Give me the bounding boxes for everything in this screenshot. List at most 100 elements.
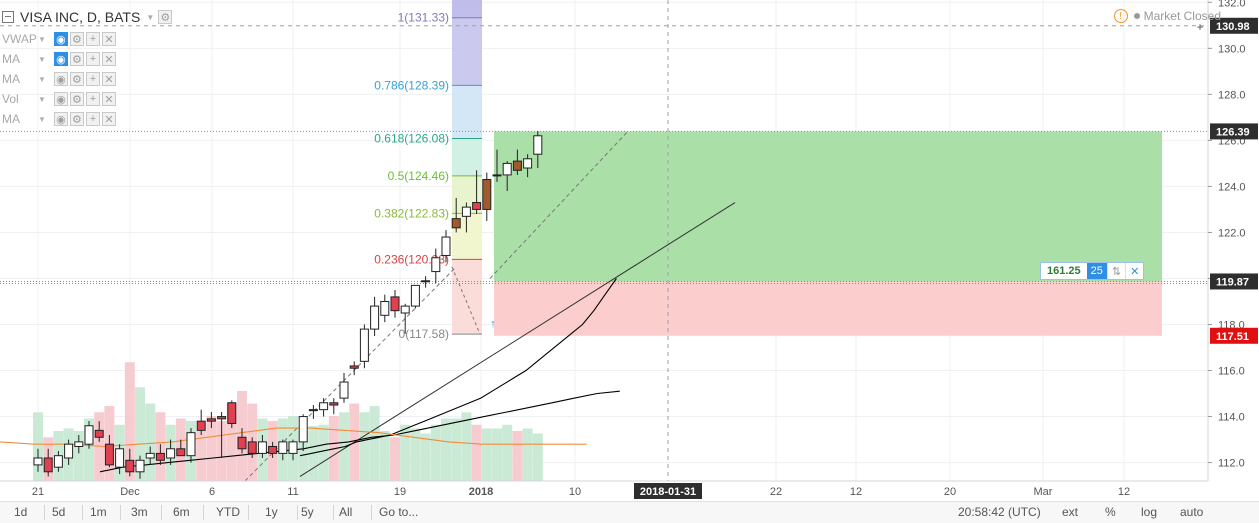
time-tick-label: Mar	[1034, 486, 1053, 498]
timeframe-1m[interactable]: 1m	[90, 505, 107, 519]
go-to-date-button[interactable]: Go to...	[379, 505, 419, 519]
candle-body	[196, 420, 206, 431]
position-quantity[interactable]: 25	[1086, 263, 1107, 279]
chevron-down-icon[interactable]: ▼	[38, 34, 46, 44]
crosshair-price-label-bg	[1210, 17, 1258, 34]
timeframe-1y[interactable]: 1y	[265, 505, 278, 519]
position-widget[interactable]: 161.25 25 ⇅ ✕	[1040, 262, 1145, 280]
chevron-down-icon[interactable]: ▼	[146, 12, 155, 22]
settings-gear-icon[interactable]: ⚙	[69, 112, 84, 126]
warning-icon[interactable]: !	[1113, 9, 1128, 23]
buy-arrow-icon: ↑	[490, 318, 496, 330]
reverse-icon[interactable]: ⇅	[1106, 263, 1125, 279]
fib-band	[452, 17, 482, 86]
time-tick-label: 10	[569, 486, 581, 498]
volume-bar	[298, 431, 309, 481]
volume-bar	[73, 431, 84, 481]
candle-body	[247, 441, 257, 454]
fib-level-label: 0.382(122.83)	[374, 206, 449, 220]
settings-gear-icon[interactable]: ⚙	[69, 52, 84, 66]
volume-bar	[145, 403, 156, 481]
add-icon[interactable]: +	[85, 112, 100, 126]
candle-body	[145, 452, 155, 459]
settings-gear-icon[interactable]: ⚙	[69, 72, 84, 86]
last-price-label-bg	[1210, 123, 1258, 140]
position-pnl: 161.25	[1047, 265, 1081, 277]
eye-icon[interactable]: ◉	[53, 52, 68, 66]
settings-gear-icon[interactable]: ⚙	[69, 92, 84, 106]
eye-icon[interactable]: ◉	[53, 32, 68, 46]
percent-scale-toggle[interactable]: %	[1105, 505, 1116, 519]
timeframe-5y[interactable]: 5y	[301, 505, 314, 519]
indicator-row[interactable]: Vol ▼ ◉ ⚙ + ✕	[2, 91, 118, 107]
timeframe-5d[interactable]: 5d	[52, 505, 66, 519]
extended-hours-toggle[interactable]: ext	[1062, 505, 1079, 519]
close-position-icon[interactable]: ✕	[1125, 263, 1143, 279]
close-icon[interactable]: ✕	[101, 112, 116, 126]
volume-bar	[226, 403, 237, 481]
candle-body	[441, 236, 451, 256]
candle-body	[74, 441, 84, 447]
candle-body	[410, 284, 420, 307]
volume-bar	[451, 418, 462, 481]
bottom-toolbar: 1d 5d 1m 3m 6m YTD 1y 5y All Go to... 20:58:42 (UT…	[0, 501, 1259, 523]
price-tick-label: 124.0	[1218, 181, 1246, 193]
eye-icon[interactable]: ◉	[53, 92, 68, 106]
indicator-row[interactable]: MA ▼ ◉ ⚙ + ✕	[2, 51, 118, 67]
time-tick-label: 19	[394, 486, 406, 498]
candle-body	[125, 459, 135, 473]
chevron-down-icon[interactable]: ▼	[38, 54, 46, 64]
candle-body	[461, 206, 471, 217]
candle-body	[502, 162, 512, 176]
crosshair-date-label: 2018-01-31	[640, 486, 696, 498]
add-icon[interactable]: +	[85, 72, 100, 86]
candle-body	[308, 409, 318, 412]
volume-bar	[369, 406, 380, 481]
log-scale-toggle[interactable]: log	[1141, 505, 1158, 519]
volume-bar	[430, 424, 441, 481]
candle-body	[421, 280, 431, 283]
indicator-row[interactable]: VWAP ▼ ◉ ⚙ + ✕	[2, 31, 118, 47]
add-icon[interactable]: +	[85, 32, 100, 46]
auto-scale-toggle[interactable]: auto	[1180, 505, 1204, 519]
close-icon[interactable]: ✕	[101, 32, 116, 46]
close-icon[interactable]: ✕	[101, 72, 116, 86]
indicator-row[interactable]: MA ▼ ◉ ⚙ + ✕	[2, 71, 118, 87]
timeframe-6m[interactable]: 6m	[173, 505, 190, 519]
symbol-legend[interactable]: VISA INC, D, BATS ▼ ⚙	[2, 9, 174, 25]
close-icon[interactable]: ✕	[101, 52, 116, 66]
timeframe-ytd[interactable]: YTD	[216, 505, 240, 519]
volume-bar	[441, 418, 451, 481]
timeframe-all[interactable]: All	[339, 505, 353, 519]
price-tick-label: 116.0	[1218, 366, 1245, 378]
eye-icon[interactable]: ◉	[53, 72, 68, 86]
volume-bar	[84, 418, 94, 481]
crosshair-price-label: 130.98	[1216, 21, 1250, 33]
add-icon[interactable]: +	[85, 92, 100, 106]
timeframe-1d[interactable]: 1d	[14, 505, 28, 519]
collapse-icon[interactable]	[2, 11, 14, 23]
toolbar-separator	[371, 505, 372, 520]
candle-body	[533, 135, 543, 155]
close-icon[interactable]: ✕	[101, 92, 116, 106]
crosshair: +	[0, 0, 1208, 481]
add-icon[interactable]: +	[85, 52, 100, 66]
chevron-down-icon[interactable]: ▼	[38, 74, 46, 84]
timeframe-3m[interactable]: 3m	[131, 505, 148, 519]
indicator-label: Vol	[2, 92, 19, 106]
fib-level-label: 0.786(128.39)	[374, 78, 449, 92]
chevron-down-icon[interactable]: ▼	[38, 114, 46, 124]
candle-body	[482, 179, 492, 210]
eye-icon[interactable]: ◉	[53, 112, 68, 126]
toolbar-separator	[82, 505, 83, 520]
candlestick-series: ↑	[33, 131, 543, 479]
settings-gear-icon[interactable]: ⚙	[158, 10, 173, 24]
profit-zone	[494, 131, 1162, 282]
volume-bar	[502, 424, 513, 481]
indicator-row[interactable]: MA ▼ ◉ ⚙ + ✕	[2, 111, 118, 127]
chevron-down-icon[interactable]: ▼	[38, 94, 46, 104]
stop-price-label-bg	[1210, 327, 1258, 344]
settings-gear-icon[interactable]: ⚙	[69, 32, 84, 46]
time-tick-label: 20	[944, 486, 956, 498]
